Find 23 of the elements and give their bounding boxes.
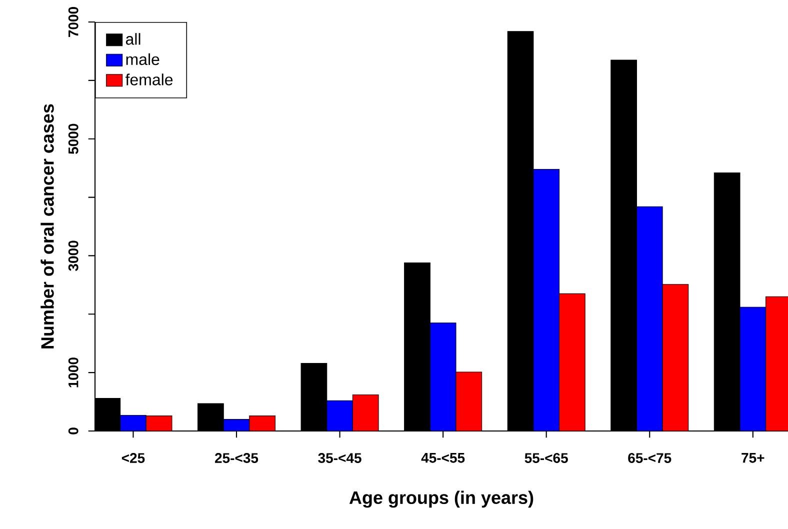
legend-label: male — [126, 53, 160, 66]
y-tick-label: 0 — [68, 428, 78, 434]
legend-label: all — [126, 33, 140, 45]
x-tick-label: 45-<55 — [421, 453, 465, 463]
y-tick-label: 7000 — [68, 7, 78, 37]
y-tick-label: 5000 — [68, 124, 78, 154]
x-tick-label: 25-<35 — [214, 453, 258, 463]
y-tick-label: 3000 — [68, 240, 78, 271]
x-tick-label: 75+ — [742, 453, 764, 463]
bar — [456, 372, 482, 432]
x-tick-label: 55-<65 — [524, 453, 568, 463]
x-tick-label: 35-<45 — [318, 453, 362, 463]
x-axis-title: Age groups (in years) — [349, 490, 534, 508]
x-tick-label: 65-<75 — [628, 453, 672, 463]
bar — [662, 284, 689, 432]
bar — [249, 416, 276, 432]
bar — [558, 293, 586, 432]
y-tick-label: 1000 — [68, 358, 78, 388]
y-axis-title: Number of oral cancer cases — [40, 104, 54, 348]
x-tick-label: <25 — [122, 453, 145, 463]
legend-label: female — [126, 74, 173, 86]
bar — [146, 416, 172, 432]
bar — [352, 394, 379, 432]
